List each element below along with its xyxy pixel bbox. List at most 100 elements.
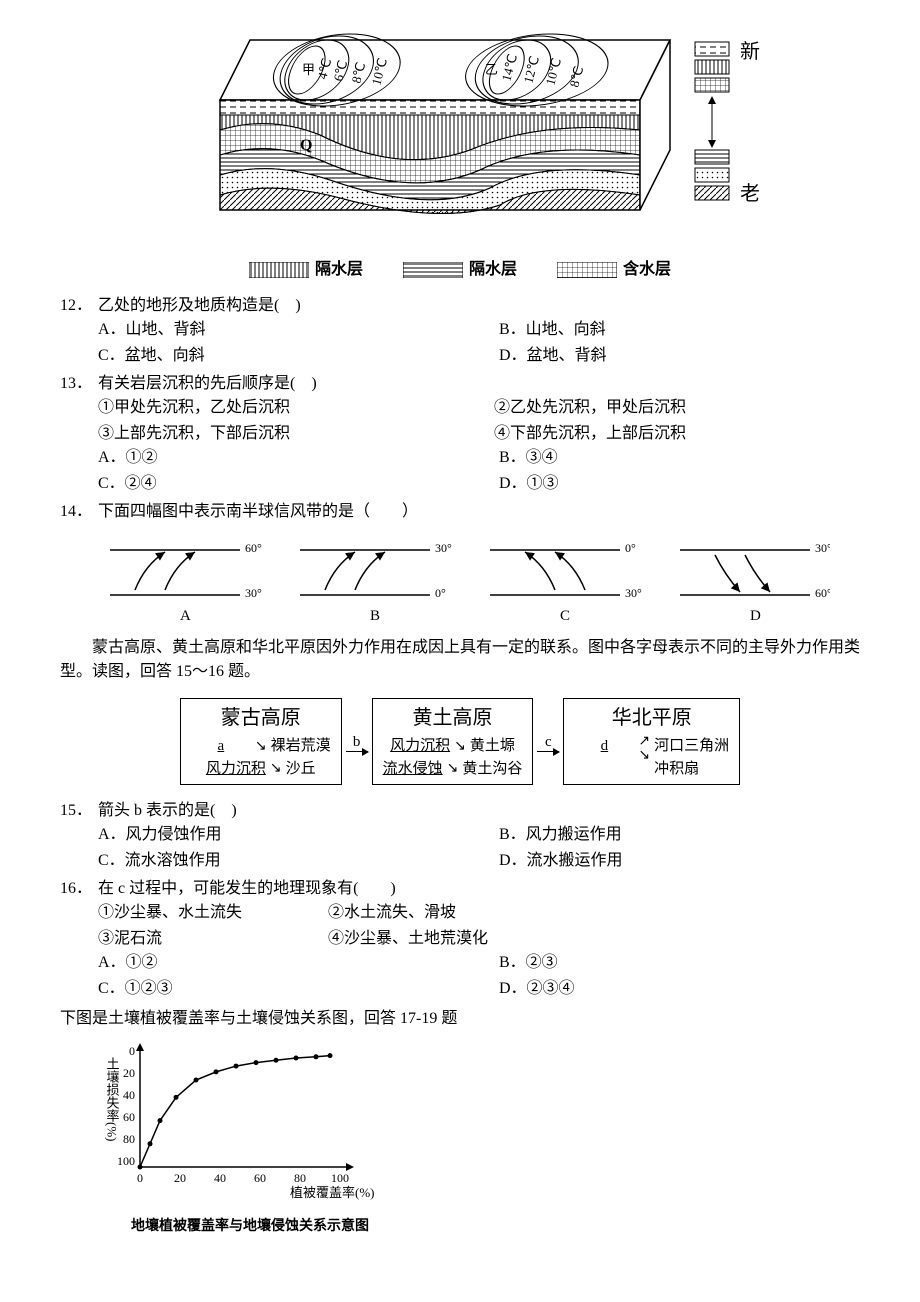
option-d: D．②③④: [499, 977, 860, 1001]
svg-text:C: C: [560, 608, 570, 624]
svg-text:30°: 30°: [625, 586, 642, 600]
label-q: Q: [300, 137, 312, 154]
option-c: C．盆地、向斜: [98, 344, 459, 368]
option-c: C．①②③: [98, 977, 459, 1001]
option-a: A．①②: [98, 446, 459, 470]
geology-diagram: 甲 4℃ 6℃ 8℃ 10℃ 乙 14℃ 12℃ 10℃ 8℃ Q 新 老: [140, 20, 780, 250]
svg-text:60°: 60°: [245, 541, 262, 555]
svg-text:60°: 60°: [815, 586, 830, 600]
question-number: 12．: [60, 294, 98, 318]
question-15: 15． 箭头 b 表示的是( ) A．风力侵蚀作用 B．风力搬运作用 C．流水溶…: [60, 799, 860, 873]
svg-text:40: 40: [123, 1088, 135, 1102]
option-d: D．盆地、背斜: [499, 344, 860, 368]
legend-item: 含水层: [557, 258, 671, 282]
intro-text-17-19: 下图是土壤植被覆盖率与土壤侵蚀关系图，回答 17-19 题: [60, 1007, 860, 1031]
flow-process-label: 流水侵蚀: [383, 758, 443, 781]
chart-caption: 地壤植被覆盖率与地壤侵蚀关系示意图: [90, 1215, 410, 1236]
flow-process-label: 风力沉积: [206, 758, 266, 781]
flow-box-2: 黄土高原 风力沉积 ↘ 黄土塬 流水侵蚀 ↘ 黄土沟谷: [372, 698, 534, 785]
option-b: B．③④: [499, 446, 860, 470]
sub-item: ②水土流失、滑坡: [328, 901, 528, 925]
option-b: B．②③: [499, 951, 860, 975]
option-d: D．流水搬运作用: [499, 849, 860, 873]
option-b: B．山地、向斜: [499, 318, 860, 342]
intro-text-15-16: 蒙古高原、黄土高原和华北平原因外力作用在成因上具有一定的联系。图中各字母表示不同…: [60, 636, 860, 684]
sub-item: ①沙尘暴、水土流失: [98, 901, 298, 925]
flow-result: 沙丘: [286, 758, 316, 781]
svg-text:60: 60: [254, 1171, 266, 1185]
question-number: 16．: [60, 877, 98, 901]
label-yi: 乙: [485, 62, 498, 77]
soil-erosion-chart: 0 20 40 60 80 100 0 20 40 60 80 100 土壤损失…: [90, 1037, 410, 1207]
flow-title: 蒙古高原: [191, 703, 331, 733]
y-axis-label: 土壤损失率(%): [105, 1057, 120, 1142]
svg-text:80: 80: [123, 1132, 135, 1146]
flow-result: 黄土沟谷: [462, 758, 522, 781]
option-d: D．①③: [499, 472, 860, 496]
svg-text:0: 0: [129, 1044, 135, 1058]
label-old: 老: [740, 182, 760, 205]
flow-result: 冲积扇: [654, 758, 699, 781]
question-text: 下面四幅图中表示南半球信风带的是（ ）: [98, 500, 418, 524]
svg-text:20: 20: [174, 1171, 186, 1185]
svg-text:B: B: [370, 608, 380, 624]
legend-label: 隔水层: [315, 258, 363, 282]
question-number: 14．: [60, 500, 98, 524]
flow-result: 黄土塬: [470, 735, 515, 758]
flow-title: 黄土高原: [383, 703, 523, 733]
svg-text:60: 60: [123, 1110, 135, 1124]
svg-text:40: 40: [214, 1171, 226, 1185]
question-number: 15．: [60, 799, 98, 823]
question-12: 12． 乙处的地形及地质构造是( ) A．山地、背斜 B．山地、向斜 C．盆地、…: [60, 294, 860, 368]
label-jia: 甲: [302, 62, 315, 77]
legend-item: 隔水层: [403, 258, 517, 282]
option-c: C．流水溶蚀作用: [98, 849, 459, 873]
flow-process-label: d: [574, 735, 634, 758]
question-text: 箭头 b 表示的是( ): [98, 799, 237, 823]
question-text: 有关岩层沉积的先后顺序是( ): [98, 372, 317, 396]
question-text: 在 c 过程中，可能发生的地理现象有( ): [98, 877, 396, 901]
svg-text:30°: 30°: [815, 541, 830, 555]
sub-item: ④沙尘暴、土地荒漠化: [328, 927, 528, 951]
svg-text:0°: 0°: [625, 541, 636, 555]
flow-process-label: a: [191, 735, 251, 758]
legend-item: 隔水层: [249, 258, 363, 282]
option-c: C．②④: [98, 472, 459, 496]
option-a: A．风力侵蚀作用: [98, 823, 459, 847]
q14-wind-diagram: 60° 30° A 30° 0° B 0° 30° C: [90, 530, 830, 630]
x-axis-label: 植被覆盖率(%): [290, 1185, 375, 1200]
sub-item: ①甲处先沉积，乙处后沉积: [98, 396, 464, 420]
svg-text:D: D: [750, 608, 761, 624]
svg-text:A: A: [180, 608, 191, 624]
flow-box-3: 华北平原 d ↗↘ 河口三角洲 冲积扇: [563, 698, 740, 785]
flow-title: 华北平原: [574, 703, 729, 733]
option-b: B．风力搬运作用: [499, 823, 860, 847]
svg-text:30°: 30°: [245, 586, 262, 600]
svg-text:20: 20: [123, 1066, 135, 1080]
question-16: 16． 在 c 过程中，可能发生的地理现象有( ) ①沙尘暴、水土流失 ②水土流…: [60, 877, 860, 1001]
legend-label: 隔水层: [469, 258, 517, 282]
svg-text:100: 100: [331, 1171, 349, 1185]
question-14: 14． 下面四幅图中表示南半球信风带的是（ ） 60° 30° A 30° 0°: [60, 500, 860, 630]
svg-text:30°: 30°: [435, 541, 452, 555]
option-a: A．山地、背斜: [98, 318, 459, 342]
sub-item: ③上部先沉积，下部后沉积: [98, 422, 464, 446]
label-new: 新: [740, 40, 760, 63]
sub-item: ②乙处先沉积，甲处后沉积: [494, 396, 860, 420]
option-a: A．①②: [98, 951, 459, 975]
question-13: 13． 有关岩层沉积的先后顺序是( ) ①甲处先沉积，乙处后沉积 ②乙处先沉积，…: [60, 372, 860, 496]
svg-text:100: 100: [117, 1154, 135, 1168]
legend-label: 含水层: [623, 258, 671, 282]
flow-process-label: 风力沉积: [390, 735, 450, 758]
svg-text:0: 0: [137, 1171, 143, 1185]
geology-legend: 隔水层 隔水层 含水层: [60, 258, 860, 282]
flow-result: 河口三角洲: [654, 735, 729, 758]
svg-text:80: 80: [294, 1171, 306, 1185]
svg-text:0°: 0°: [435, 586, 446, 600]
sub-item: ③泥石流: [98, 927, 298, 951]
sub-item: ④下部先沉积，上部后沉积: [494, 422, 860, 446]
question-text: 乙处的地形及地质构造是( ): [98, 294, 301, 318]
flow-arrow-b: b: [342, 698, 372, 785]
flow-result: 裸岩荒漠: [271, 735, 331, 758]
question-number: 13．: [60, 372, 98, 396]
